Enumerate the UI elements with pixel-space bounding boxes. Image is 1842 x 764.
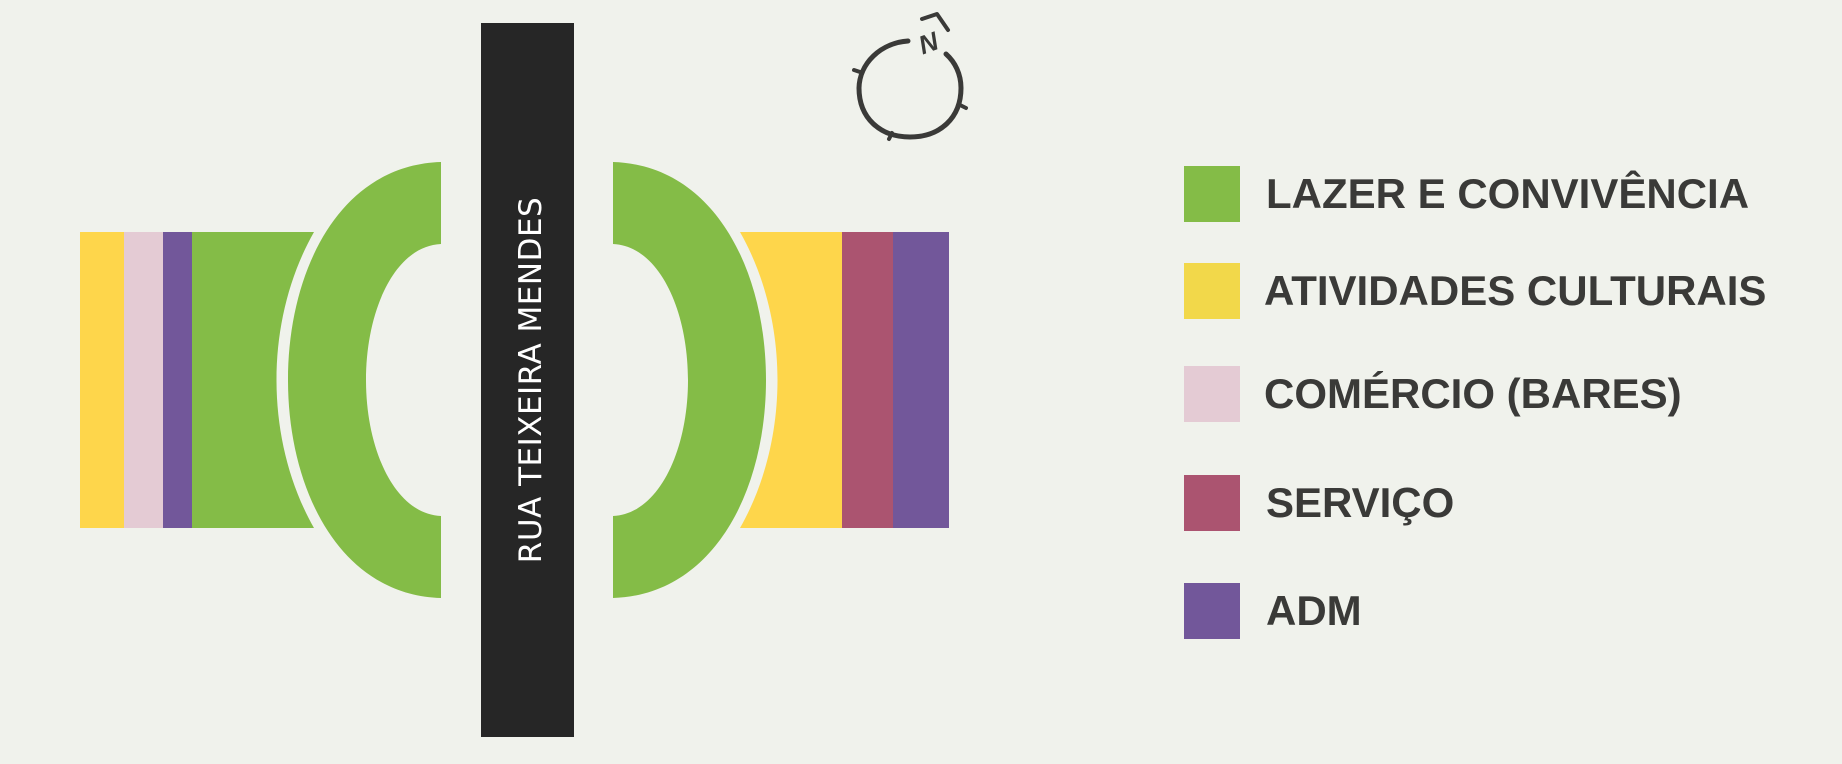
street [481, 23, 574, 737]
compass-tick-west [852, 68, 862, 74]
compass-north-label: N [914, 25, 943, 60]
street-label: RUA TEIXEIRA MENDES [513, 197, 549, 563]
east-plaza-lazer [613, 162, 766, 598]
east-zone-cultural [740, 232, 842, 528]
legend-label-servico: SERVIÇO [1266, 479, 1455, 526]
compass-arrow-head [920, 12, 950, 32]
compass-tick-east [958, 103, 968, 110]
west-zone-lazer-block [192, 232, 314, 528]
east-zone-servico [842, 232, 893, 528]
legend: LAZER E CONVIVÊNCIA ATIVIDADES CULTURAIS… [1184, 166, 1804, 646]
legend-swatch-lazer [1184, 166, 1240, 222]
legend-swatch-cultural [1184, 263, 1240, 319]
compass-tick-south [887, 131, 894, 141]
legend-swatch-adm [1184, 583, 1240, 639]
west-zone-comercio [124, 232, 163, 528]
legend-label-adm: ADM [1266, 587, 1362, 634]
legend-label-comercio: COMÉRCIO (BARES) [1264, 370, 1682, 417]
legend-swatch-comercio [1184, 366, 1240, 422]
legend-swatch-servico [1184, 475, 1240, 531]
legend-label-lazer: LAZER E CONVIVÊNCIA [1266, 170, 1750, 217]
north-arrow-icon: N [852, 12, 968, 141]
east-zone-adm [893, 232, 949, 528]
west-plaza-lazer [288, 162, 441, 598]
compass-ring [856, 38, 964, 140]
west-zone-cultural [80, 232, 124, 528]
west-zone-adm [163, 232, 192, 528]
legend-label-cultural: ATIVIDADES CULTURAIS [1264, 267, 1767, 314]
